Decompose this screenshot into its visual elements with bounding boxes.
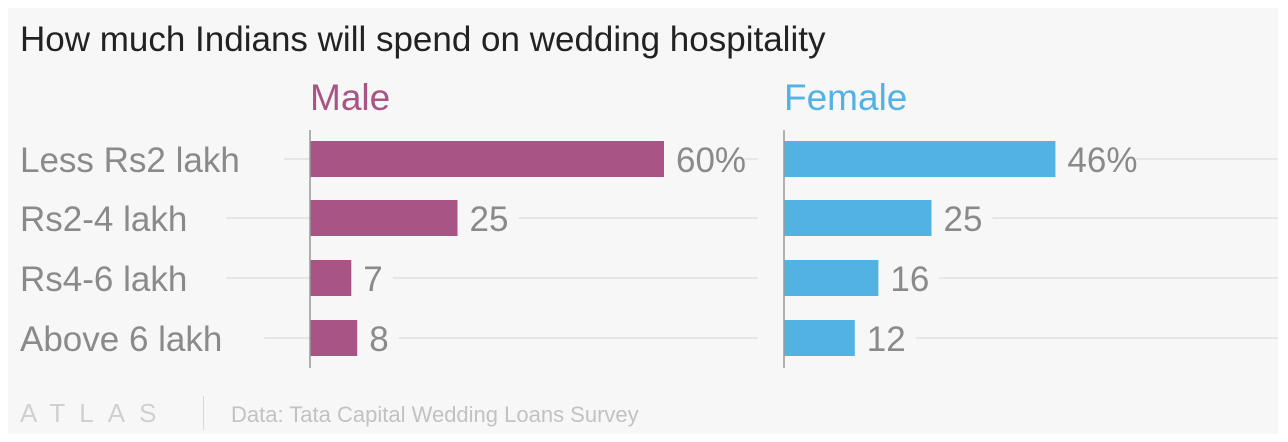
- value-label-male-3: 7: [363, 260, 382, 299]
- value-label-female-4: 12: [867, 320, 906, 359]
- source-note: Data: Tata Capital Wedding Loans Survey: [231, 402, 639, 427]
- series-label-male: Male: [310, 77, 390, 118]
- bar-female-1: [784, 141, 1056, 177]
- atlas-logo: ATLAS: [20, 398, 171, 428]
- value-label-male-2: 25: [470, 200, 509, 239]
- bar-female-3: [784, 260, 879, 296]
- value-label-female-3: 16: [890, 260, 929, 299]
- category-label-4: Above 6 lakh: [20, 320, 222, 359]
- value-label-male-1: 60%: [676, 141, 746, 180]
- bar-male-3: [310, 260, 352, 296]
- chart-svg: Less Rs2 lakh Rs2-4 lakh Rs4-6 lakh Above 6…: [20, 77, 1278, 368]
- bar-male-4: [310, 320, 358, 356]
- series-label-female: Female: [784, 77, 907, 118]
- bar-male-1: [310, 141, 664, 177]
- chart-frame: How much Indians will spend on wedding h…: [8, 8, 1278, 434]
- footer-divider: [203, 396, 204, 430]
- bar-female-4: [784, 320, 855, 356]
- chart-title: How much Indians will spend on wedding h…: [20, 20, 826, 59]
- value-label-female-2: 25: [944, 200, 983, 239]
- category-label-1: Less Rs2 lakh: [20, 141, 240, 180]
- bar-male-2: [310, 200, 458, 236]
- value-label-male-4: 8: [369, 320, 388, 359]
- bar-female-2: [784, 200, 932, 236]
- category-label-3: Rs4-6 lakh: [20, 260, 187, 299]
- value-label-female-1: 46%: [1067, 141, 1137, 180]
- category-label-2: Rs2-4 lakh: [20, 200, 187, 239]
